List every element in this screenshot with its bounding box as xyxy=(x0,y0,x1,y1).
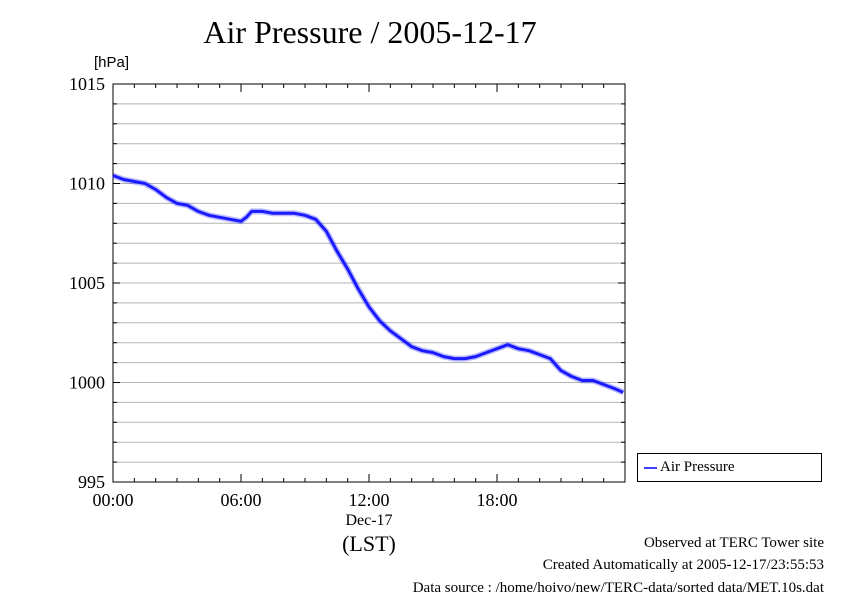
series-layer xyxy=(111,172,625,396)
y-tick-label: 1010 xyxy=(69,174,105,194)
x-axis-label: (LST) xyxy=(342,531,396,556)
y-tick-label: 1000 xyxy=(69,373,105,393)
grid-lines xyxy=(113,103,625,463)
legend-swatch xyxy=(644,467,657,469)
legend: Air Pressure xyxy=(637,453,822,482)
footer-site: Observed at TERC Tower site xyxy=(643,535,824,551)
x-tick-label: 06:00 xyxy=(220,490,261,510)
y-tick-label: 1015 xyxy=(69,74,105,94)
footer-source: Data source : /home/hoivo/new/TERC-data/… xyxy=(412,580,824,596)
footer-created: Created Automatically at 2005-12-17/23:5… xyxy=(542,557,824,573)
y-tick-label: 1005 xyxy=(69,273,105,293)
x-tick-label: 00:00 xyxy=(92,490,133,510)
y-axis-unit: [hPa] xyxy=(94,54,130,71)
chart-title: Air Pressure / 2005-12-17 xyxy=(203,14,537,50)
x-tick-label: 18:00 xyxy=(476,490,517,510)
legend-label: Air Pressure xyxy=(660,459,735,475)
y-tick-label: 995 xyxy=(78,472,105,492)
x-tick-label: 12:00 xyxy=(348,490,389,510)
series-line xyxy=(112,174,624,394)
axis-ticks: 995 1000 1005 1010 1015 00:00 06:00 12:00 18:00 xyxy=(69,74,626,510)
x-axis-date-label: Dec-17 xyxy=(345,512,393,529)
